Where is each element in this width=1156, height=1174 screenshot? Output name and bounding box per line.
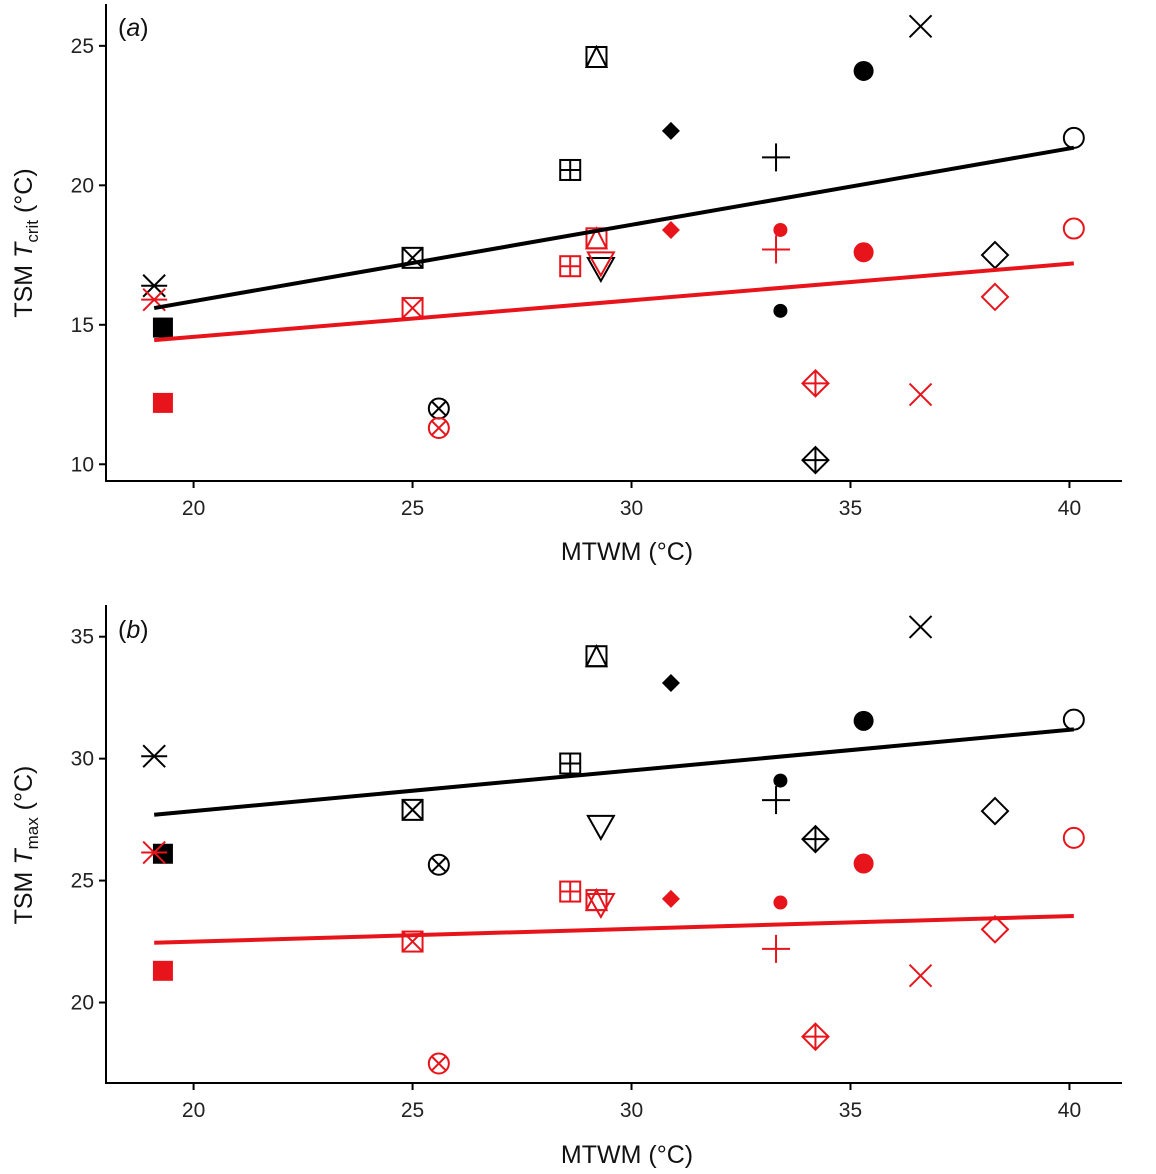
red-point-plus — [762, 934, 791, 963]
y-tick-label: 35 — [71, 626, 94, 649]
black-point-circle-small-filled — [773, 303, 788, 318]
red-point-square-triangle — [584, 226, 609, 250]
black-point-square-plus — [559, 158, 582, 181]
black-point-square-triangle — [584, 643, 609, 668]
black-point-circle-filled — [853, 60, 874, 81]
x-tick-label: 40 — [1058, 497, 1081, 520]
black-point-diamond-plus — [801, 824, 830, 854]
black-point-square-plus — [559, 752, 582, 775]
panel-a-x-axis-title: MTWM (°C) — [561, 538, 693, 566]
red-trend-line — [154, 913, 1074, 945]
red-point-triangle-down — [586, 892, 616, 920]
red-point-square-filled — [152, 392, 173, 413]
red-point-circle — [1062, 217, 1085, 240]
red-point-diamond — [980, 914, 1010, 944]
red-point-diamond-filled — [661, 220, 680, 239]
x-tick-label: 35 — [839, 497, 862, 520]
red-point-square-plus — [559, 255, 582, 278]
x-tick-label: 20 — [182, 1099, 205, 1122]
black-point-circle — [1062, 708, 1085, 731]
y-tick-label: 10 — [71, 453, 94, 476]
black-trend-line — [153, 727, 1075, 817]
red-point-circle-small-filled — [773, 222, 788, 237]
red-point-x — [908, 963, 933, 988]
panel-b: 20 25 30 35 40 20 25 30 35 (b) MTWM (°C) TSM Tm… — [10, 605, 1122, 1169]
red-point-diamond-plus — [801, 1022, 830, 1052]
black-point-asterisk — [141, 744, 168, 768]
red-point-x — [908, 382, 933, 407]
x-tick-label: 30 — [620, 497, 643, 520]
red-point-plus — [762, 235, 791, 264]
black-point-square-x — [401, 798, 424, 821]
black-point-circle — [1062, 126, 1085, 149]
black-point-triangle-down — [586, 814, 616, 841]
black-point-plus — [762, 786, 791, 815]
panel-b-tag: (b) — [118, 616, 149, 644]
black-point-square-filled — [152, 317, 173, 338]
red-point-circle-x — [427, 417, 450, 439]
red-point-asterisk — [141, 840, 168, 865]
black-point-triangle-down — [586, 257, 616, 284]
panel-a-y-ticks: 10 15 20 25 — [71, 35, 106, 476]
panel-b-plot-layer — [141, 615, 1085, 1075]
red-point-square-plus — [559, 880, 582, 903]
red-trend-line — [154, 261, 1074, 343]
red-point-circle-small-filled — [773, 895, 788, 910]
y-tick-label: 25 — [71, 870, 94, 893]
red-point-circle-filled — [853, 853, 874, 874]
red-point-diamond — [980, 282, 1010, 312]
red-point-diamond-plus — [801, 368, 830, 398]
panel-b-y-axis-title: TSM Tmax (°C) — [10, 766, 42, 925]
x-tick-label: 25 — [401, 497, 424, 520]
black-point-diamond-filled — [661, 121, 680, 140]
panel-b-x-axis-title: MTWM (°C) — [561, 1141, 693, 1169]
red-point-circle — [1062, 826, 1085, 849]
panel-b-x-ticks: 20 25 30 35 40 — [182, 1083, 1081, 1122]
black-point-x — [908, 14, 933, 39]
y-tick-label: 30 — [71, 748, 94, 771]
panel-b-y-ticks: 20 25 30 35 — [71, 626, 106, 1015]
red-point-triangle-down — [586, 251, 616, 278]
black-point-diamond-plus — [801, 445, 830, 475]
black-point-circle-x — [427, 853, 450, 876]
y-tick-label: 15 — [71, 314, 94, 337]
black-point-x — [908, 615, 933, 639]
panel-a-tag: (a) — [118, 14, 149, 42]
red-point-diamond-filled — [661, 889, 680, 908]
red-point-square-x — [401, 297, 424, 320]
panel-a-x-ticks: 20 25 30 35 40 — [182, 481, 1081, 520]
panel-a: 20 25 30 35 40 10 15 20 25 (a) MTWM (°C) TSM Tc… — [10, 4, 1122, 566]
x-tick-label: 35 — [839, 1099, 862, 1122]
x-tick-label: 30 — [620, 1099, 643, 1122]
red-point-circle-x — [427, 1052, 450, 1075]
black-point-square-triangle — [584, 44, 609, 68]
black-point-asterisk — [141, 274, 168, 298]
x-tick-label: 40 — [1058, 1099, 1081, 1122]
red-point-square-filled — [152, 960, 173, 981]
black-point-circle-filled — [853, 710, 874, 731]
red-point-circle-filled — [853, 242, 874, 263]
y-tick-label: 25 — [71, 35, 94, 58]
y-tick-label: 20 — [71, 992, 94, 1015]
black-point-circle-small-filled — [773, 773, 788, 788]
black-point-diamond — [980, 240, 1010, 270]
x-tick-label: 25 — [401, 1099, 424, 1122]
panel-a-plot-layer — [141, 14, 1085, 475]
black-point-diamond-filled — [661, 674, 680, 693]
black-point-diamond — [980, 796, 1010, 826]
panel-a-y-axis-title: TSM Tcrit (°C) — [10, 168, 42, 317]
black-trend-line — [153, 145, 1075, 311]
black-point-circle-x — [427, 397, 450, 420]
black-point-plus — [762, 143, 791, 172]
x-tick-label: 20 — [182, 497, 205, 520]
y-tick-label: 20 — [71, 174, 94, 197]
